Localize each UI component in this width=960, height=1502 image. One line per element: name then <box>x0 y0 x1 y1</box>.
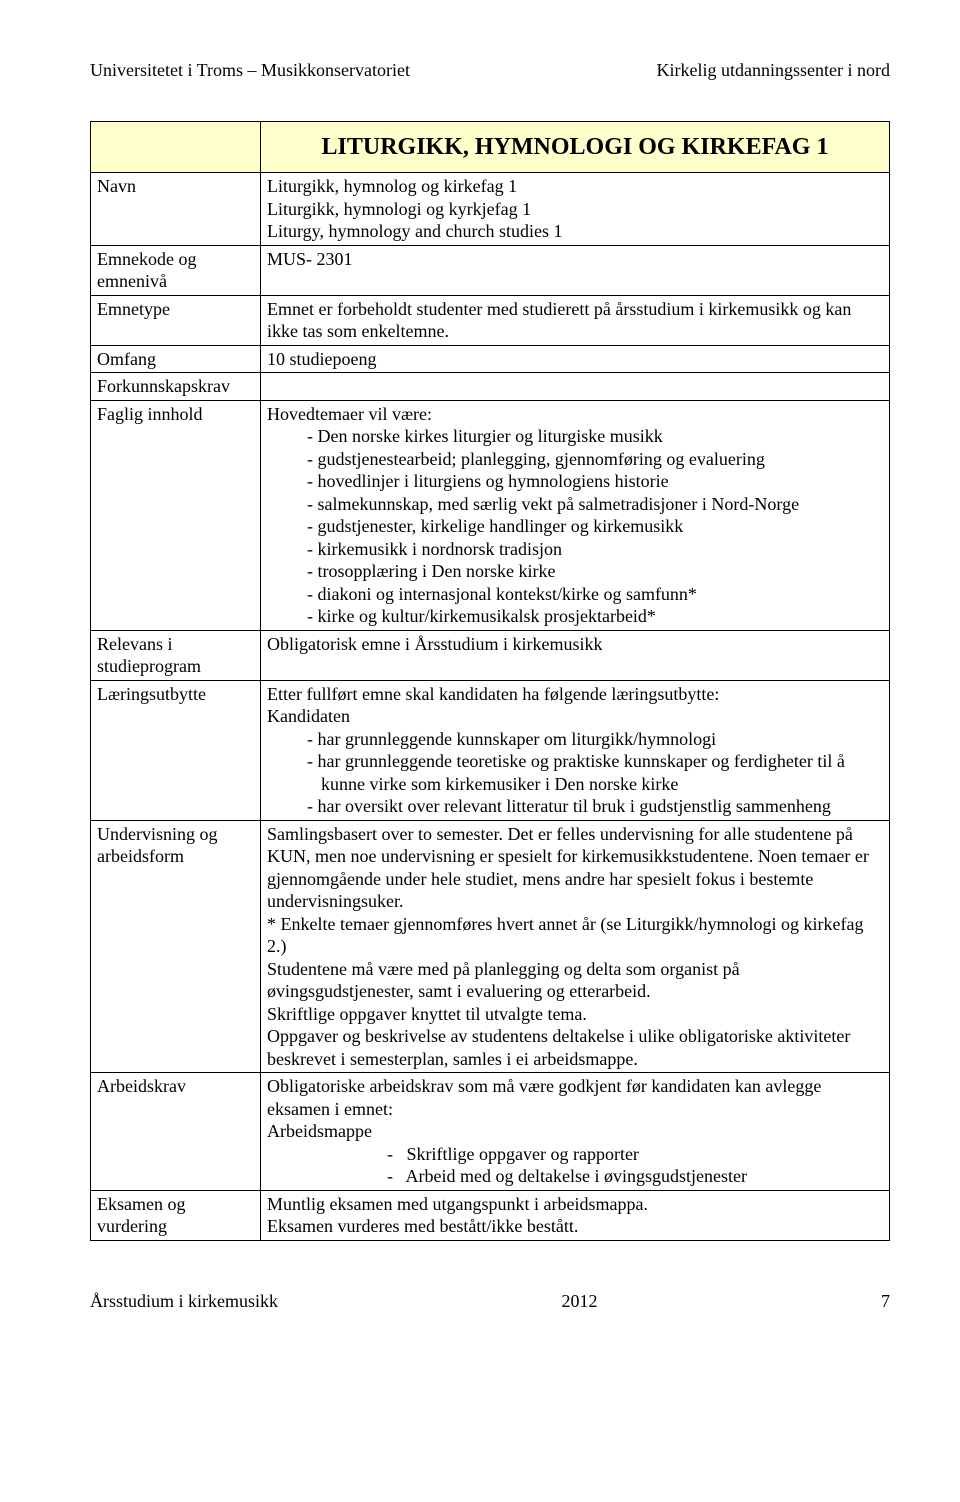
list-item: har grunnleggende teoretiske og praktisk… <box>307 750 883 795</box>
page-header: Universitetet i Troms – Musikkonservator… <box>90 60 890 81</box>
label-undervisning: Undervisning og arbeidsform <box>91 820 261 1073</box>
value-navn: Liturgikk, hymnolog og kirkefag 1 Liturg… <box>261 173 890 246</box>
faglig-intro: Hovedtemaer vil være: <box>267 403 883 426</box>
laering-intro1: Etter fullført emne skal kandidaten ha f… <box>267 683 883 706</box>
value-relevans: Obligatorisk emne i Årsstudium i kirkemu… <box>261 630 890 680</box>
undervisning-p5: Oppgaver og beskrivelse av studentens de… <box>267 1025 883 1070</box>
list-item: Den norske kirkes liturgier og liturgisk… <box>307 425 883 448</box>
title-left-cell <box>91 122 261 173</box>
eksamen-line2: Eksamen vurderes med bestått/ikke beståt… <box>267 1215 883 1238</box>
title-row: LITURGIKK, HYMNOLOGI OG KIRKEFAG 1 <box>91 122 890 173</box>
label-arbeidskrav: Arbeidskrav <box>91 1073 261 1191</box>
undervisning-p3: Studentene må være med på planlegging og… <box>267 958 883 1003</box>
label-laering: Læringsutbytte <box>91 680 261 820</box>
arbeidskrav-intro1: Obligatoriske arbeidskrav som må være go… <box>267 1075 883 1120</box>
undervisning-p1: Samlingsbasert over to semester. Det er … <box>267 823 883 913</box>
eksamen-line1: Muntlig eksamen med utgangspunkt i arbei… <box>267 1193 883 1216</box>
footer-right: 7 <box>881 1291 890 1312</box>
list-item: diakoni og internasjonal kontekst/kirke … <box>307 583 883 606</box>
value-arbeidskrav: Obligatoriske arbeidskrav som må være go… <box>261 1073 890 1191</box>
header-left: Universitetet i Troms – Musikkonservator… <box>90 60 410 81</box>
label-faglig: Faglig innhold <box>91 400 261 630</box>
faglig-list: Den norske kirkes liturgier og liturgisk… <box>267 425 883 628</box>
list-item: Arbeid med og deltakelse i øvingsgudstje… <box>387 1165 883 1188</box>
navn-line2: Liturgikk, hymnologi og kyrkjefag 1 <box>267 198 883 221</box>
row-emnekode: Emnekode og emnenivå MUS- 2301 <box>91 245 890 295</box>
label-emnekode: Emnekode og emnenivå <box>91 245 261 295</box>
row-undervisning: Undervisning og arbeidsform Samlingsbase… <box>91 820 890 1073</box>
page: Universitetet i Troms – Musikkonservator… <box>0 0 960 1352</box>
label-emnetype: Emnetype <box>91 295 261 345</box>
course-table: LITURGIKK, HYMNOLOGI OG KIRKEFAG 1 Navn … <box>90 121 890 1241</box>
label-eksamen: Eksamen og vurdering <box>91 1190 261 1240</box>
list-item: kirkemusikk i nordnorsk tradisjon <box>307 538 883 561</box>
navn-line1: Liturgikk, hymnolog og kirkefag 1 <box>267 175 883 198</box>
arbeidskrav-list: Skriftlige oppgaver og rapporter Arbeid … <box>267 1143 883 1188</box>
title-cell: LITURGIKK, HYMNOLOGI OG KIRKEFAG 1 <box>261 122 890 173</box>
row-emnetype: Emnetype Emnet er forbeholdt studenter m… <box>91 295 890 345</box>
laering-intro2: Kandidaten <box>267 705 883 728</box>
list-item: hovedlinjer i liturgiens og hymnologiens… <box>307 470 883 493</box>
value-undervisning: Samlingsbasert over to semester. Det er … <box>261 820 890 1073</box>
row-faglig: Faglig innhold Hovedtemaer vil være: Den… <box>91 400 890 630</box>
row-arbeidskrav: Arbeidskrav Obligatoriske arbeidskrav so… <box>91 1073 890 1191</box>
list-item: gudstjenestearbeid; planlegging, gjennom… <box>307 448 883 471</box>
value-faglig: Hovedtemaer vil være: Den norske kirkes … <box>261 400 890 630</box>
row-laering: Læringsutbytte Etter fullført emne skal … <box>91 680 890 820</box>
page-footer: Årsstudium i kirkemusikk 2012 7 <box>90 1291 890 1312</box>
label-omfang: Omfang <box>91 345 261 373</box>
course-title: LITURGIKK, HYMNOLOGI OG KIRKEFAG 1 <box>267 124 883 170</box>
value-emnekode: MUS- 2301 <box>261 245 890 295</box>
row-eksamen: Eksamen og vurdering Muntlig eksamen med… <box>91 1190 890 1240</box>
row-omfang: Omfang 10 studiepoeng <box>91 345 890 373</box>
row-forkunn: Forkunnskapskrav <box>91 373 890 401</box>
laering-list: har grunnleggende kunnskaper om liturgik… <box>267 728 883 818</box>
footer-center: 2012 <box>562 1291 598 1312</box>
label-navn: Navn <box>91 173 261 246</box>
value-omfang: 10 studiepoeng <box>261 345 890 373</box>
undervisning-p4: Skriftlige oppgaver knyttet til utvalgte… <box>267 1003 883 1026</box>
list-item: gudstjenester, kirkelige handlinger og k… <box>307 515 883 538</box>
label-forkunn: Forkunnskapskrav <box>91 373 261 401</box>
footer-left: Årsstudium i kirkemusikk <box>90 1291 278 1312</box>
list-item: kirke og kultur/kirkemusikalsk prosjekta… <box>307 605 883 628</box>
list-item: har grunnleggende kunnskaper om liturgik… <box>307 728 883 751</box>
label-relevans: Relevans i studieprogram <box>91 630 261 680</box>
value-forkunn <box>261 373 890 401</box>
row-relevans: Relevans i studieprogram Obligatorisk em… <box>91 630 890 680</box>
value-eksamen: Muntlig eksamen med utgangspunkt i arbei… <box>261 1190 890 1240</box>
list-item: salmekunnskap, med særlig vekt på salmet… <box>307 493 883 516</box>
value-emnetype: Emnet er forbeholdt studenter med studie… <box>261 295 890 345</box>
undervisning-p2: * Enkelte temaer gjennomføres hvert anne… <box>267 913 883 958</box>
arbeidskrav-intro2: Arbeidsmappe <box>267 1120 883 1143</box>
header-right: Kirkelig utdanningssenter i nord <box>657 60 890 81</box>
list-item: Skriftlige oppgaver og rapporter <box>387 1143 883 1166</box>
row-navn: Navn Liturgikk, hymnolog og kirkefag 1 L… <box>91 173 890 246</box>
navn-line3: Liturgy, hymnology and church studies 1 <box>267 220 883 243</box>
value-laering: Etter fullført emne skal kandidaten ha f… <box>261 680 890 820</box>
list-item: har oversikt over relevant litteratur ti… <box>307 795 883 818</box>
list-item: trosopplæring i Den norske kirke <box>307 560 883 583</box>
